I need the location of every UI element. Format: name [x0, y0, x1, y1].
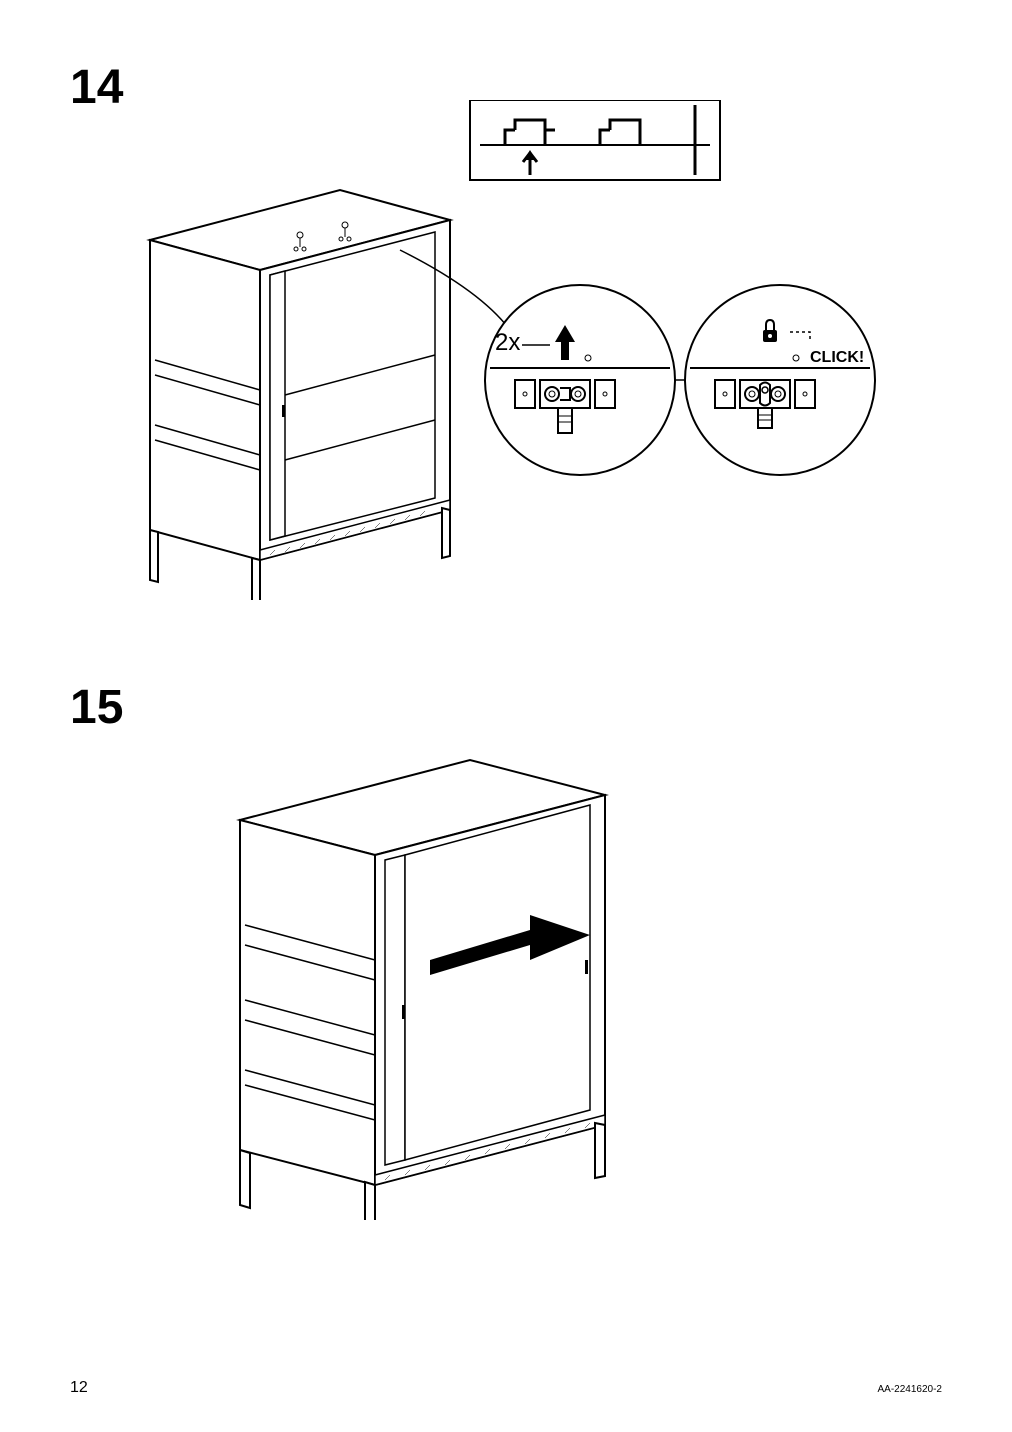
step-14-number: 14: [70, 60, 123, 115]
click-label: CLICK!: [810, 349, 864, 366]
step-15-diagram: [200, 740, 700, 1220]
instruction-page: 14: [0, 0, 1012, 1432]
top-rail-detail: [470, 100, 720, 180]
quantity-label: 2x: [495, 329, 520, 356]
document-id: AA-2241620-2: [878, 1384, 943, 1395]
cabinet-main: [150, 190, 450, 600]
page-footer: 12 AA-2241620-2: [70, 1379, 942, 1397]
page-number: 12: [70, 1379, 88, 1397]
step-15-number: 15: [70, 680, 123, 735]
step-14-diagram: 2x: [140, 100, 880, 600]
detail-circle-2: CLICK!: [685, 285, 875, 475]
detail-circle-1: 2x: [485, 285, 675, 475]
cabinet-closed: [240, 760, 605, 1220]
